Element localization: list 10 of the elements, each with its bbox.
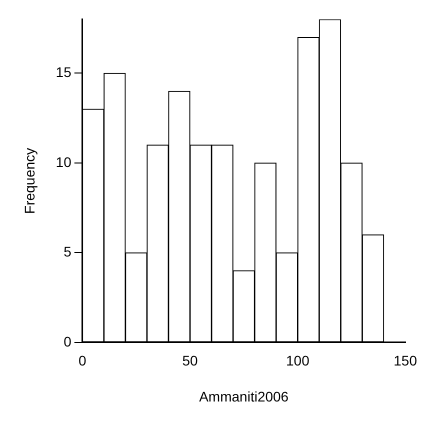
y-tick-label: 0 [64,333,72,350]
y-tick-label: 5 [64,244,72,260]
x-tick-label: 50 [182,352,198,369]
x-tick-label: 150 [394,352,418,369]
y-tick-label: 15 [56,64,72,80]
x-axis-title: Ammaniti2006 [199,388,289,404]
x-tick-label: 0 [78,352,86,369]
x-tick-label: 100 [286,352,310,369]
y-axis-title: Frequency [21,148,38,214]
y-tick-label: 10 [56,154,72,170]
